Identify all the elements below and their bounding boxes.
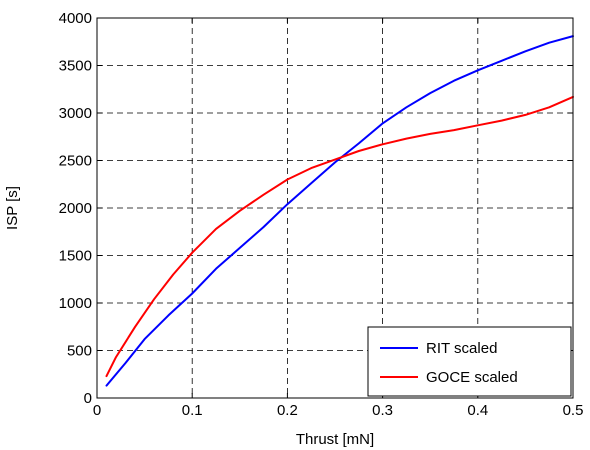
- legend: RIT scaled GOCE scaled: [367, 326, 572, 397]
- x-axis-label: Thrust [mN]: [296, 431, 374, 448]
- x-tick-label: 0.5: [563, 402, 584, 419]
- x-tick-label: 0.3: [372, 402, 393, 419]
- x-tick-label: 0.4: [467, 402, 488, 419]
- legend-label-rit: RIT scaled: [426, 340, 497, 357]
- ticks: 0 0.1 0.2 0.3 0.4 0.5 0 500 1000 1500 2000 2500 3000…: [59, 10, 584, 419]
- x-tick-label: 0.2: [277, 402, 298, 419]
- x-tick-label: 0.1: [182, 402, 203, 419]
- series-group: [105, 35, 574, 387]
- legend-box: [367, 326, 572, 397]
- legend-label-goce: GOCE scaled: [426, 369, 518, 386]
- y-tick-label: 3000: [59, 105, 92, 122]
- y-tick-label: 2000: [59, 200, 92, 217]
- x-tick-label: 0: [93, 402, 101, 419]
- y-tick-label: 1000: [59, 295, 92, 312]
- y-tick-label: 2500: [59, 153, 92, 170]
- y-tick-label: 3500: [59, 58, 92, 75]
- series-line-rit-scaled: [105, 35, 574, 387]
- y-tick-label: 1500: [59, 248, 92, 265]
- series-line-goce-scaled: [105, 95, 574, 378]
- y-tick-label: 500: [67, 343, 92, 360]
- y-axis-label: ISP [s]: [4, 186, 21, 230]
- y-tick-label: 0: [84, 390, 92, 407]
- y-tick-label: 4000: [59, 10, 92, 27]
- grid: [97, 18, 573, 398]
